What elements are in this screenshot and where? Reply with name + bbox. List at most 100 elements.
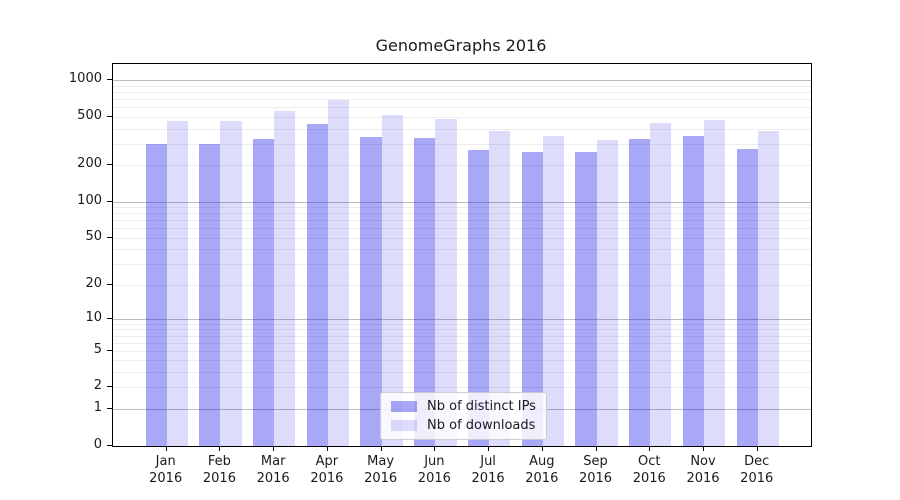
x-tick-label-year: 2016: [471, 470, 505, 486]
bar-distinct-ips-mar: [252, 138, 275, 446]
x-tick-label: Feb 2016: [189, 453, 249, 487]
x-tick: [756, 445, 758, 451]
y-tick-label: 1000: [68, 71, 102, 87]
y-tick-label: 0: [93, 436, 102, 452]
x-tick-label-year: 2016: [740, 470, 774, 486]
bar-downloads-sep: [596, 140, 618, 446]
legend-label-downloads: Nb of downloads: [427, 418, 536, 433]
x-tick-label-year: 2016: [578, 470, 613, 486]
y-tick-label: 5: [93, 341, 102, 357]
minor-gridline: [113, 92, 811, 94]
x-tick-label-year: 2016: [256, 470, 290, 486]
y-tick-label: 500: [77, 107, 102, 123]
x-tick: [703, 445, 704, 451]
x-tick-label-year: 2016: [525, 470, 559, 486]
y-tick: [107, 200, 112, 202]
minor-gridline: [113, 329, 811, 331]
y-tick-label: 1: [93, 399, 102, 415]
major-gridline: [113, 318, 811, 320]
bar-downloads-dec: [757, 130, 779, 446]
minor-gridline: [113, 143, 811, 145]
x-tick: [380, 445, 382, 451]
x-tick-label-month: Nov: [690, 453, 716, 469]
x-tick: [649, 445, 651, 451]
bar-downloads-may: [381, 114, 403, 446]
x-tick-label: Jun 2016: [404, 453, 464, 487]
x-tick: [488, 445, 490, 451]
chart-title: GenomeGraphs 2016: [375, 36, 547, 55]
x-tick: [541, 445, 543, 451]
plot-area: [112, 63, 812, 447]
x-tick-label-year: 2016: [364, 470, 398, 486]
bar-downloads-jul: [489, 130, 511, 446]
x-tick-label-month: May: [367, 453, 395, 469]
minor-gridline: [113, 350, 811, 352]
legend-label-distinct-ips: Nb of distinct IPs: [427, 399, 536, 414]
x-tick-label-month: Dec: [744, 453, 770, 469]
x-tick-label: Jan 2016: [136, 453, 196, 487]
minor-gridline: [113, 387, 811, 389]
x-tick: [326, 445, 328, 451]
minor-gridline: [113, 116, 811, 118]
x-tick-label: Aug 2016: [512, 453, 572, 487]
x-tick-label-month: Apr: [315, 453, 339, 469]
bar-downloads-jun: [435, 119, 457, 446]
y-tick-label: 10: [85, 309, 102, 325]
minor-gridline: [113, 249, 811, 251]
x-tick-label: Oct 2016: [619, 453, 679, 487]
y-tick: [107, 386, 112, 388]
minor-gridline: [113, 207, 811, 209]
y-tick-label: 100: [77, 192, 102, 208]
minor-gridline: [113, 237, 811, 239]
legend-swatch-distinct-ips: [391, 401, 417, 412]
major-gridline: [113, 201, 811, 203]
bar-downloads-oct: [650, 123, 672, 446]
legend-swatch-downloads: [391, 420, 417, 431]
legend-item-distinct-ips: Nb of distinct IPs: [391, 399, 536, 414]
minor-gridline: [113, 264, 811, 266]
bar-distinct-ips-aug: [521, 151, 543, 446]
bar-distinct-ips-jun: [414, 138, 436, 446]
x-tick-label-month: Mar: [260, 453, 286, 469]
bar-downloads-jan: [166, 120, 188, 446]
y-tick: [107, 407, 112, 409]
bar-downloads-feb: [220, 120, 242, 446]
x-tick-label-month: Aug: [529, 453, 555, 469]
x-tick-label-year: 2016: [149, 470, 183, 486]
y-tick: [107, 79, 112, 81]
y-tick: [107, 317, 112, 319]
minor-gridline: [113, 228, 811, 230]
x-tick: [273, 445, 275, 451]
x-tick: [434, 445, 436, 451]
bar-distinct-ips-sep: [575, 152, 597, 446]
minor-gridline: [113, 128, 811, 130]
minor-gridline: [113, 342, 811, 344]
x-tick-label: May 2016: [351, 453, 411, 487]
x-tick-label-month: Jul: [480, 453, 496, 469]
y-tick-label: 20: [85, 275, 102, 291]
minor-gridline: [113, 165, 811, 167]
x-tick-label-year: 2016: [310, 470, 344, 486]
bar-distinct-ips-dec: [736, 148, 758, 446]
x-tick-label: Mar 2016: [243, 453, 303, 487]
y-tick: [107, 236, 112, 238]
y-tick: [107, 164, 112, 166]
bar-distinct-ips-may: [360, 136, 382, 446]
x-tick-label-month: Oct: [638, 453, 661, 469]
x-tick-label-month: Jun: [424, 453, 445, 469]
minor-gridline: [113, 85, 811, 87]
minor-gridline: [113, 372, 811, 374]
legend: Nb of distinct IPs Nb of downloads: [380, 392, 547, 440]
y-tick-label: 200: [77, 156, 102, 172]
x-tick-label: Apr 2016: [297, 453, 357, 487]
bar-distinct-ips-jan: [145, 143, 167, 446]
y-tick-label: 50: [85, 228, 102, 244]
bar-distinct-ips-apr: [306, 123, 328, 446]
x-tick-label: Sep 2016: [566, 453, 626, 487]
minor-gridline: [113, 284, 811, 286]
bar-distinct-ips-oct: [629, 139, 651, 446]
x-tick-label-year: 2016: [686, 470, 720, 486]
x-tick-label-year: 2016: [202, 470, 236, 486]
minor-gridline: [113, 220, 811, 222]
